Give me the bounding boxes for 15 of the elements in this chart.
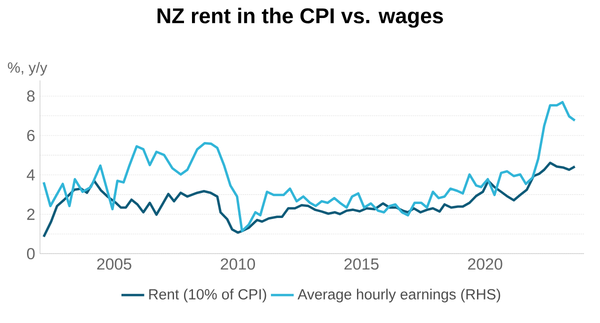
legend-label: Average hourly earnings (RHS) <box>298 288 500 302</box>
line-series <box>42 100 576 232</box>
x-tick-label: 2005 <box>97 258 132 270</box>
y-tick-label: 8 <box>27 90 35 102</box>
y-tick-label: 2 <box>27 208 34 220</box>
x-tick-label: 2020 <box>468 258 502 270</box>
y-tick-label: 4 <box>26 169 35 180</box>
x-tick-label: 2010 <box>220 258 255 270</box>
y-axis-title: %, y/y <box>8 62 48 76</box>
y-tick-label: 0 <box>27 248 35 260</box>
legend-label: Rent (10% of CPI) <box>149 288 266 302</box>
x-tick-label: 2015 <box>344 258 379 270</box>
chart-title: NZ rent in the CPI vs. wages <box>158 8 443 28</box>
line-series <box>42 162 576 238</box>
y-tick-label: 6 <box>27 130 35 142</box>
